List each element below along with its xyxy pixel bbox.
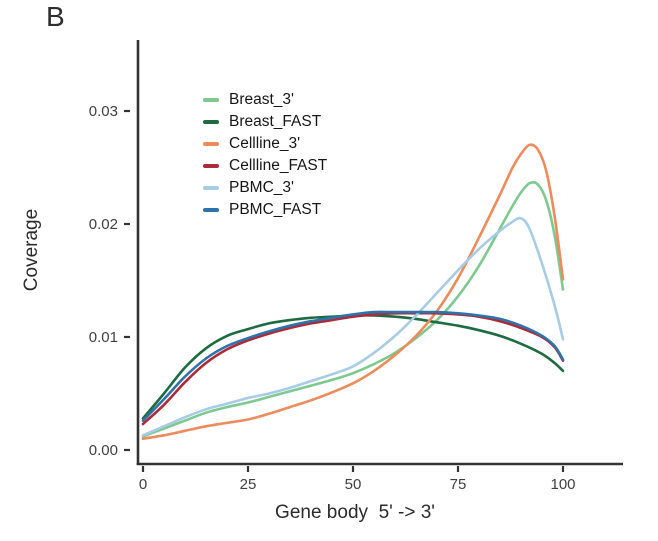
legend-line-swatch: [203, 142, 219, 146]
y-tick-label-0.01: 0.01: [88, 328, 118, 346]
series-line-pbmc-fast: [141, 310, 565, 422]
legend-label: Cellline_3': [229, 135, 301, 152]
legend-line-swatch: [203, 120, 219, 124]
legend-item: PBMC_3': [203, 177, 327, 199]
legend-item: PBMC_FAST: [203, 199, 327, 221]
legend-item: Breast_3': [203, 89, 327, 111]
y-tick-label-0.02: 0.02: [88, 215, 118, 233]
y-tick-label-0.00: 0.00: [88, 441, 118, 459]
legend-label: PBMC_3': [229, 179, 294, 196]
series-line-cellline-3-: [141, 143, 565, 440]
legend-label: PBMC_FAST: [229, 201, 322, 218]
x-tick-label-100: 100: [550, 476, 576, 493]
legend-label: Breast_FAST: [229, 113, 322, 130]
y-tick-label-0.03: 0.03: [88, 102, 118, 120]
series-line-breast-3-: [141, 181, 565, 438]
legend-line-swatch: [203, 98, 219, 102]
legend-line-swatch: [203, 186, 219, 190]
series-line-cellline-fast: [141, 311, 565, 426]
x-tick-label-75: 75: [449, 476, 467, 493]
legend-label: Breast_3': [229, 91, 294, 108]
legend-item: Cellline_FAST: [203, 155, 327, 177]
x-axis-title: Gene body 5' -> 3': [275, 502, 435, 523]
x-tick-label-50: 50: [344, 476, 362, 493]
legend-item: Breast_FAST: [203, 111, 327, 133]
x-tick-label-25: 25: [239, 476, 257, 493]
legend-item: Cellline_3': [203, 133, 327, 155]
legend-line-swatch: [203, 208, 219, 212]
series-line-pbmc-3-: [141, 216, 565, 437]
x-tick-label-0: 0: [138, 476, 148, 493]
chart-legend: Breast_3' Breast_FAST Cellline_3' Cellline_…: [203, 89, 327, 221]
legend-line-swatch: [203, 164, 219, 168]
panel-label: B: [46, 1, 66, 32]
legend-label: Cellline_FAST: [229, 157, 328, 174]
